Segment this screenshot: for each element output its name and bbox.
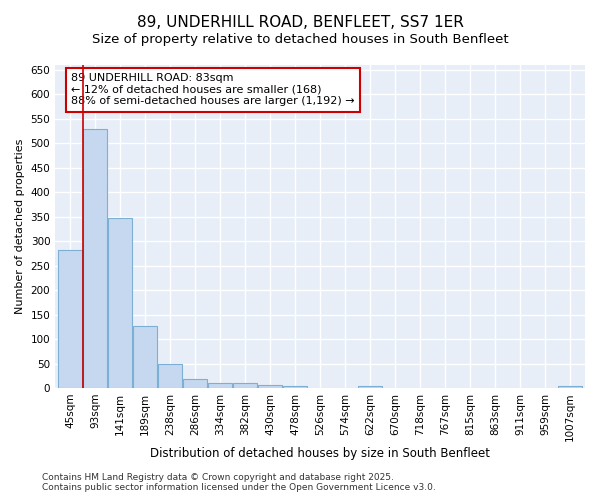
X-axis label: Distribution of detached houses by size in South Benfleet: Distribution of detached houses by size … xyxy=(150,447,490,460)
Bar xyxy=(183,380,207,388)
Bar xyxy=(558,386,582,388)
Bar xyxy=(108,218,132,388)
Bar xyxy=(158,364,182,388)
Bar xyxy=(133,326,157,388)
Bar xyxy=(258,384,282,388)
Y-axis label: Number of detached properties: Number of detached properties xyxy=(15,139,25,314)
Text: Size of property relative to detached houses in South Benfleet: Size of property relative to detached ho… xyxy=(92,32,508,46)
Text: 89, UNDERHILL ROAD, BENFLEET, SS7 1ER: 89, UNDERHILL ROAD, BENFLEET, SS7 1ER xyxy=(137,15,463,30)
Bar xyxy=(208,383,232,388)
Text: 89 UNDERHILL ROAD: 83sqm
← 12% of detached houses are smaller (168)
88% of semi-: 89 UNDERHILL ROAD: 83sqm ← 12% of detach… xyxy=(71,73,355,106)
Text: Contains HM Land Registry data © Crown copyright and database right 2025.
Contai: Contains HM Land Registry data © Crown c… xyxy=(42,473,436,492)
Bar xyxy=(233,383,257,388)
Bar xyxy=(83,128,107,388)
Bar xyxy=(58,250,82,388)
Bar xyxy=(358,386,382,388)
Bar xyxy=(283,386,307,388)
